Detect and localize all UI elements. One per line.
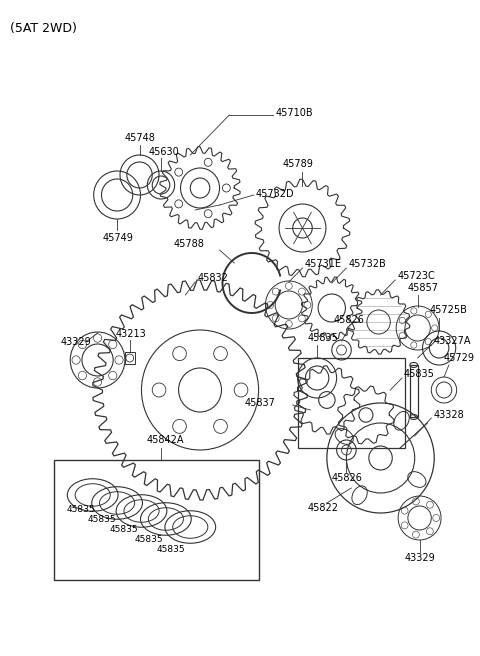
Text: 43329: 43329 [60,337,91,347]
Text: 45826: 45826 [334,315,365,325]
Text: 45789: 45789 [283,159,314,169]
Bar [298,358,405,448]
Text: 45835: 45835 [66,506,95,514]
Text: 45749: 45749 [102,233,133,243]
Text: 45725B: 45725B [429,305,467,315]
Text: 45857: 45857 [408,283,439,293]
Bar [125,352,135,364]
Text: (5AT 2WD): (5AT 2WD) [10,22,77,35]
Bar [410,365,418,417]
Text: 45729: 45729 [444,353,475,363]
Text: 43213: 43213 [115,329,146,339]
Text: 45732B: 45732B [348,259,386,269]
Text: 45835: 45835 [307,333,338,343]
Text: 45832: 45832 [197,273,228,283]
Text: 45826: 45826 [332,473,363,483]
Text: 45732D: 45732D [256,189,294,199]
Text: 45723C: 45723C [397,271,435,281]
Text: 45630: 45630 [148,147,179,157]
Text: 45835: 45835 [404,369,435,379]
Text: 43329: 43329 [405,553,436,563]
Text: 45748: 45748 [125,133,156,143]
Bar [54,460,259,580]
Text: 43327A: 43327A [433,336,471,346]
Text: 45835: 45835 [156,546,185,554]
Text: 45835: 45835 [109,525,138,535]
Text: 45710B: 45710B [275,108,313,118]
Text: 45837: 45837 [244,398,275,408]
Text: 45842A: 45842A [146,435,184,445]
Text: 45835: 45835 [88,516,117,525]
Text: 43328: 43328 [433,410,464,420]
Text: 45835: 45835 [135,535,163,544]
Text: 45731E: 45731E [304,259,341,269]
Text: 45822: 45822 [307,503,338,513]
Text: 45788: 45788 [174,239,205,249]
